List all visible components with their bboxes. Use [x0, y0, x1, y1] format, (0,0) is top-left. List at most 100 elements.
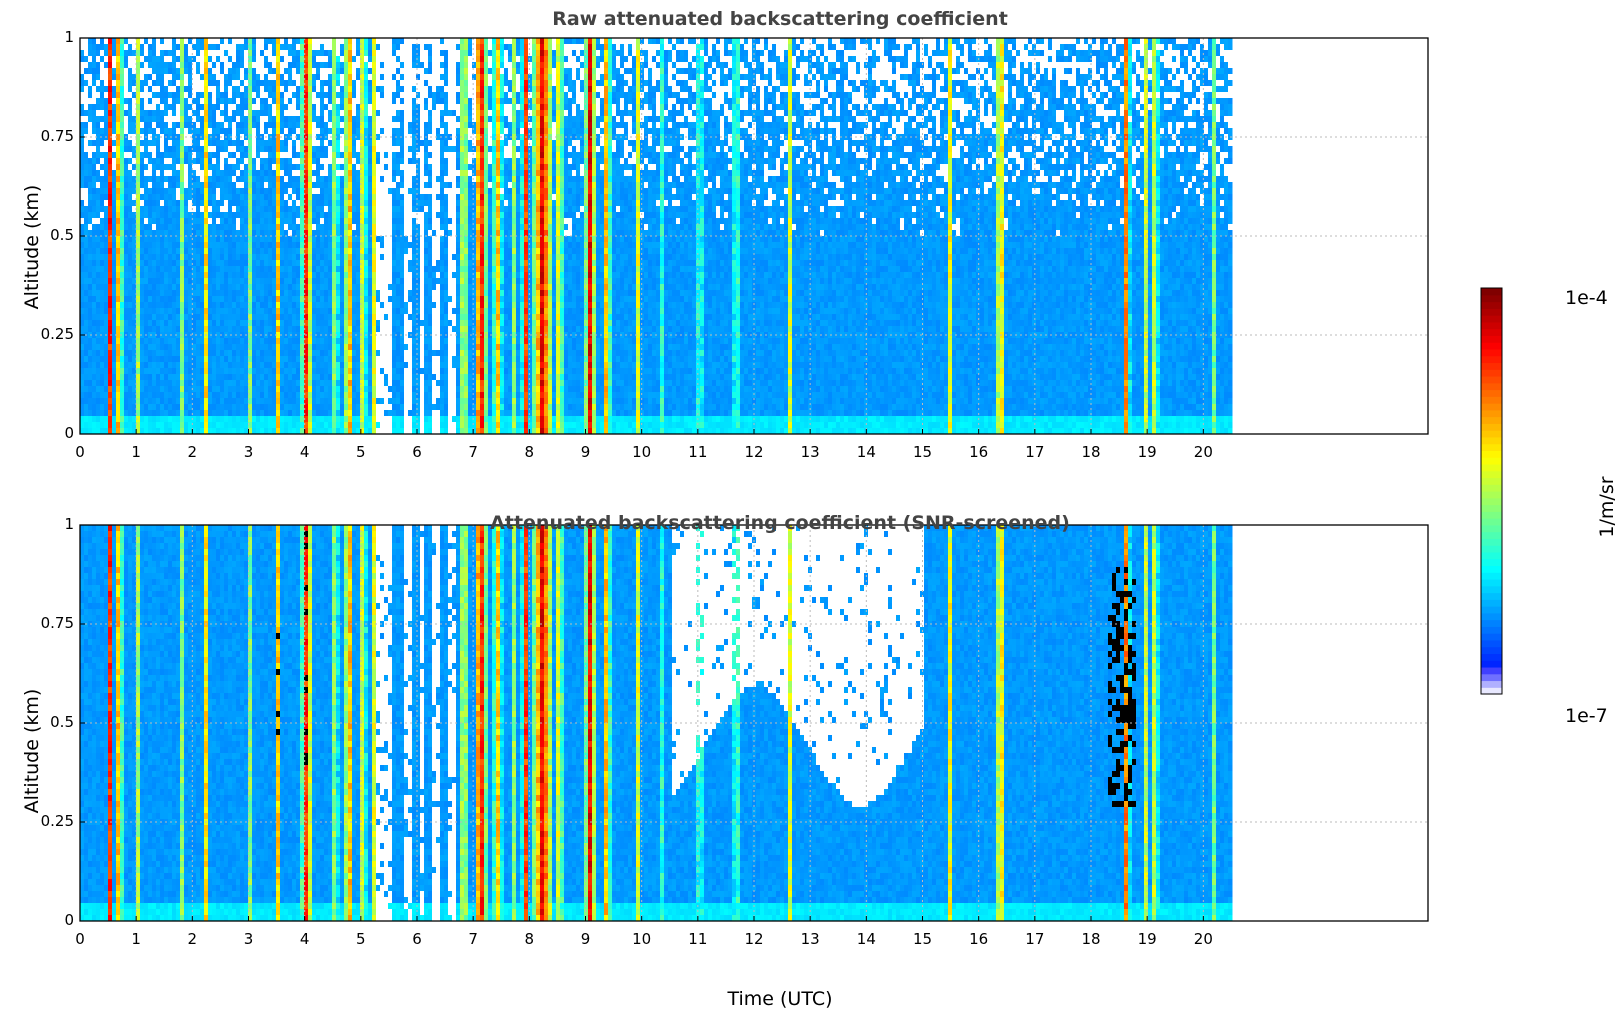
heatmap-cell — [264, 260, 269, 267]
heatmap-cell — [220, 110, 225, 117]
heatmap-cell — [196, 170, 201, 177]
heatmap-cell — [140, 242, 145, 249]
heatmap-cell — [112, 158, 117, 165]
heatmap-cell — [192, 380, 197, 387]
heatmap-cell — [160, 260, 165, 267]
heatmap-cell — [92, 332, 97, 339]
heatmap-cell — [364, 188, 369, 195]
heatmap-cell — [292, 44, 297, 51]
heatmap-cell — [252, 170, 257, 177]
heatmap-cell — [352, 128, 357, 135]
heatmap-cell — [148, 164, 153, 171]
heatmap-cell — [312, 128, 317, 135]
heatmap-cell — [344, 92, 349, 99]
heatmap-cell — [164, 254, 169, 261]
heatmap-cell — [348, 254, 353, 261]
heatmap-cell — [92, 200, 97, 207]
heatmap-cell — [360, 92, 365, 99]
heatmap-cell — [272, 380, 277, 387]
heatmap-cell — [248, 74, 253, 81]
heatmap-cell — [148, 308, 153, 315]
heatmap-cell — [92, 356, 97, 363]
heatmap-cell — [96, 236, 101, 243]
heatmap-cell — [284, 224, 289, 231]
heatmap-cell — [320, 212, 325, 219]
heatmap-cell — [204, 314, 209, 321]
heatmap-cell — [160, 392, 165, 399]
heatmap-cell — [324, 350, 329, 357]
heatmap-cell — [208, 140, 213, 147]
heatmap-cell — [116, 164, 121, 171]
heatmap-cell — [116, 50, 121, 57]
heatmap-cell — [280, 404, 285, 411]
heatmap-cell — [320, 140, 325, 147]
heatmap-cell — [272, 110, 277, 117]
heatmap-cell — [164, 188, 169, 195]
heatmap-cell — [336, 122, 341, 129]
heatmap-cell — [228, 188, 233, 195]
heatmap-cell — [132, 44, 137, 51]
heatmap-cell — [316, 374, 321, 381]
heatmap-cell — [232, 200, 237, 207]
heatmap-cell — [184, 212, 189, 219]
heatmap-cell — [312, 122, 317, 129]
heatmap-cell — [160, 284, 165, 291]
heatmap-cell — [272, 224, 277, 231]
heatmap-cell — [112, 350, 117, 357]
heatmap-cell — [252, 80, 257, 87]
heatmap-cell — [112, 422, 117, 429]
heatmap-cell — [120, 74, 125, 81]
heatmap-cell — [84, 326, 89, 333]
heatmap-cell — [220, 320, 225, 327]
heatmap-cell — [200, 266, 205, 273]
heatmap-cell — [160, 278, 165, 285]
heatmap-cell — [120, 122, 125, 129]
heatmap-cell — [368, 122, 373, 129]
heatmap-cell — [344, 50, 349, 57]
heatmap-cell — [140, 110, 145, 117]
heatmap-cell — [372, 218, 377, 225]
heatmap-cell — [180, 164, 185, 171]
heatmap-cell — [192, 248, 197, 255]
heatmap-cell — [272, 152, 277, 159]
heatmap-cell — [380, 86, 385, 93]
heatmap-cell — [108, 338, 113, 345]
heatmap-cell — [180, 104, 185, 111]
heatmap-cell — [340, 80, 345, 87]
heatmap-cell — [280, 212, 285, 219]
heatmap-cell — [140, 332, 145, 339]
heatmap-cell — [316, 314, 321, 321]
heatmap-cell — [240, 398, 245, 405]
heatmap-cell — [100, 212, 105, 219]
heatmap-cell — [240, 368, 245, 375]
heatmap-cell — [88, 386, 93, 393]
heatmap-cell — [176, 44, 181, 51]
heatmap-cell — [124, 80, 129, 87]
heatmap-cell — [92, 380, 97, 387]
heatmap-cell — [316, 224, 321, 231]
heatmap-cell — [120, 350, 125, 357]
heatmap-cell — [264, 200, 269, 207]
heatmap-cell — [228, 152, 233, 159]
heatmap-cell — [104, 158, 109, 165]
heatmap-cell — [208, 338, 213, 345]
heatmap-cell — [256, 200, 261, 207]
heatmap-cell — [84, 140, 89, 147]
heatmap-cell — [188, 398, 193, 405]
heatmap-cell — [372, 320, 377, 327]
heatmap-cell — [132, 278, 137, 285]
heatmap-cell — [180, 230, 185, 237]
heatmap-cell — [108, 386, 113, 393]
heatmap-cell — [364, 320, 369, 327]
heatmap-cell — [372, 296, 377, 303]
heatmap-cell — [188, 236, 193, 243]
heatmap-cell — [200, 152, 205, 159]
heatmap-cell — [320, 224, 325, 231]
heatmap-cell — [136, 254, 141, 261]
heatmap-cell — [176, 38, 181, 45]
heatmap-cell — [120, 194, 125, 201]
heatmap-cell — [156, 242, 161, 249]
heatmap-cell — [300, 218, 305, 225]
heatmap-cell — [292, 260, 297, 267]
heatmap-cell — [336, 98, 341, 105]
